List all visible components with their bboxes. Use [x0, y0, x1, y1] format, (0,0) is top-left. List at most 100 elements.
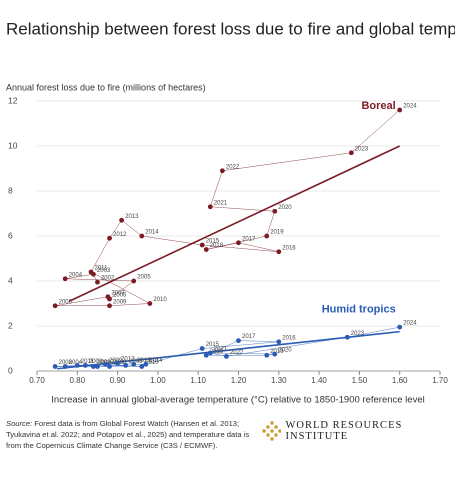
point	[131, 278, 137, 284]
point	[139, 364, 145, 369]
point	[236, 240, 241, 246]
point-label: 2023	[355, 146, 369, 152]
point-label: 2013	[125, 214, 139, 220]
point	[224, 353, 229, 359]
x-tick-label: 1.10	[190, 376, 206, 385]
y-tick-label: 8	[8, 185, 13, 195]
point	[276, 249, 282, 255]
logo: WORLD RESOURCES INSTITUTE	[262, 420, 455, 442]
point-label: 2016	[282, 245, 296, 251]
trend-line	[68, 145, 401, 302]
point-label: 2007	[101, 360, 115, 366]
point-label: 2020	[278, 348, 292, 354]
point	[272, 208, 278, 214]
point-label: 2019	[270, 230, 284, 236]
point	[397, 324, 403, 330]
point	[147, 301, 153, 306]
point	[95, 279, 100, 285]
point	[107, 303, 112, 309]
point	[105, 294, 111, 300]
x-tick-label: 0.90	[110, 376, 126, 385]
x-tick-label: 1.00	[150, 376, 166, 385]
point-label: 2014	[149, 358, 163, 364]
point	[88, 269, 94, 275]
point	[52, 364, 58, 369]
x-tick-label: 1.50	[352, 376, 368, 385]
chart-title: Relationship between forest loss due to …	[6, 19, 455, 38]
point	[264, 233, 270, 239]
point	[62, 364, 68, 369]
trend-line	[57, 330, 400, 370]
y-tick-label: 2	[8, 320, 13, 330]
point	[107, 364, 112, 369]
point	[348, 150, 354, 156]
point-label: 2009	[109, 358, 123, 364]
point-label: 2024	[403, 321, 417, 327]
chart: Relationship between forest loss due to …	[6, 19, 455, 406]
point-label: 2011	[95, 266, 109, 272]
point-label: 2007	[111, 290, 125, 296]
point-label: 2016	[282, 335, 296, 341]
point-label: 2015	[206, 342, 220, 348]
point-label: 2021	[214, 200, 228, 206]
point	[52, 303, 58, 309]
point-label: 2012	[121, 357, 135, 363]
point	[95, 364, 100, 369]
point-label: 2012	[113, 232, 127, 238]
point	[139, 233, 145, 239]
x-tick-label: 1.70	[432, 376, 448, 385]
source-text: Forest data is from Global Forest Watch …	[6, 419, 250, 450]
point-label: 2011	[81, 359, 95, 365]
point-label: 2015	[206, 239, 220, 245]
point	[344, 334, 350, 340]
point-label: 2017	[242, 334, 256, 340]
y-tick-label: 6	[8, 230, 13, 240]
point	[397, 107, 403, 113]
point	[123, 362, 129, 368]
point-label: 2004	[69, 272, 83, 278]
point-label: 2018	[210, 243, 224, 249]
point-label: 2020	[278, 205, 292, 211]
point	[107, 235, 112, 241]
logo-text: WORLD RESOURCES INSTITUTE	[285, 420, 403, 442]
point	[272, 351, 278, 357]
point	[74, 362, 80, 368]
point-label: 2003	[97, 268, 111, 274]
point	[203, 247, 209, 252]
x-tick-label: 1.60	[392, 376, 408, 385]
point	[264, 352, 270, 358]
point-label: 2014	[145, 230, 159, 236]
point-label: 2006	[113, 360, 127, 366]
point-label: 2024	[403, 104, 417, 110]
y-tick-label: 10	[8, 140, 18, 150]
point	[207, 350, 213, 356]
point	[115, 360, 120, 366]
x-tick-label: 0.70	[29, 376, 45, 385]
x-tick-label: 1.20	[231, 376, 247, 385]
point	[143, 361, 149, 367]
point-label: 2004	[69, 360, 83, 366]
point	[203, 352, 209, 358]
point	[199, 242, 205, 248]
source-note: Source: Forest data is from Global Fores…	[6, 418, 256, 451]
point	[219, 168, 225, 174]
point	[131, 361, 137, 367]
x-axis-title: Increase in annual global-average temper…	[51, 395, 424, 406]
y-tick-label: 12	[8, 95, 18, 105]
x-tick-label: 1.40	[311, 376, 327, 385]
point	[91, 364, 96, 369]
point	[119, 217, 125, 223]
point-label: 2022	[226, 164, 240, 170]
y-tick-label: 0	[8, 365, 13, 375]
point-label: 2010	[145, 360, 159, 366]
point-label: 2022	[230, 350, 244, 356]
point-label: 2008	[59, 360, 73, 366]
point-label: 2005	[137, 275, 151, 281]
point-label: 2002	[101, 276, 115, 282]
point-label: 2003	[89, 359, 103, 365]
point-label: 2017	[242, 236, 256, 242]
point-label: 2008	[59, 299, 73, 305]
source-label: Source:	[6, 419, 33, 428]
logo-icon	[262, 421, 281, 441]
point-label: 2021	[214, 347, 228, 353]
